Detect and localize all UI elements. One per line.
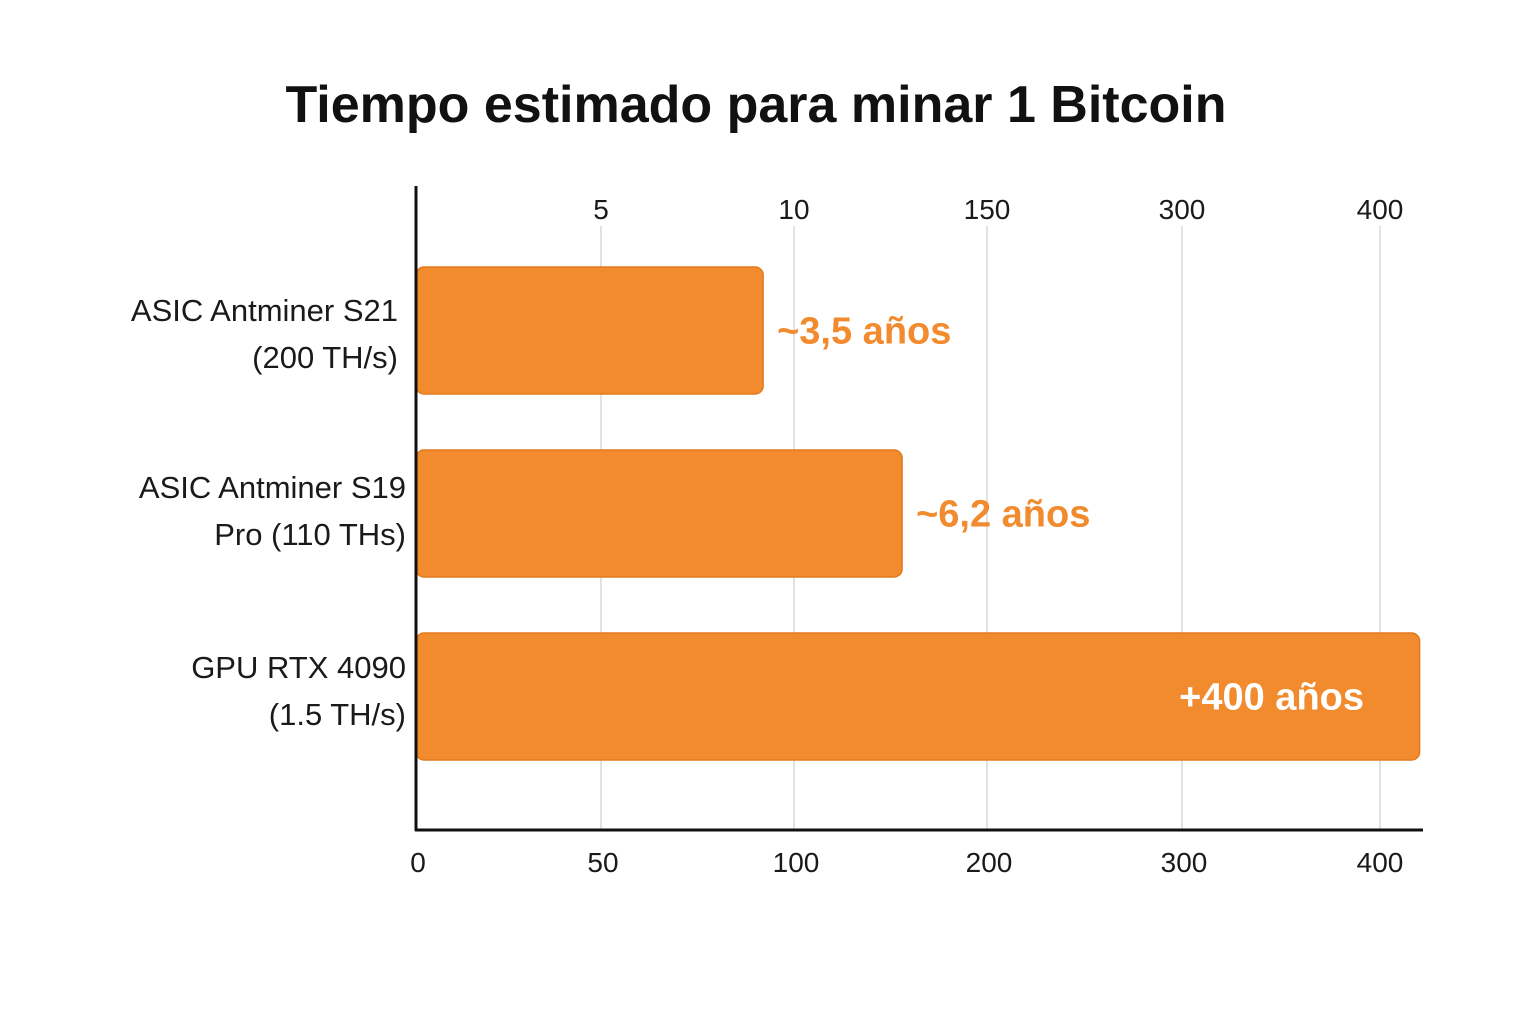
- x-tick-label-bottom-5: 400: [1357, 847, 1404, 878]
- x-tick-label-top-0: 5: [593, 194, 609, 225]
- x-tick-label-top-2: 150: [964, 194, 1011, 225]
- data-label-1: ~6,2 años: [916, 494, 1090, 536]
- bar-1: [415, 449, 903, 578]
- bars: [415, 266, 1421, 761]
- category-label-2-line-1: (1.5 TH/s): [269, 697, 406, 732]
- x-tick-label-bottom-1: 50: [587, 847, 618, 878]
- category-label-1-line-0: ASIC Antminer S19: [139, 470, 406, 505]
- x-tick-label-bottom-3: 200: [966, 847, 1013, 878]
- x-tick-label-top-3: 300: [1159, 194, 1206, 225]
- x-tick-label-top-1: 10: [778, 194, 809, 225]
- category-label-2-line-0: GPU RTX 4090: [191, 650, 406, 685]
- category-label-1-line-1: Pro (110 THs): [214, 517, 406, 552]
- category-label-0-line-1: (200 TH/s): [252, 340, 398, 375]
- labels: 0 50 100 200 300 400 5 10 150 300 400 ASIC Antminer…: [131, 194, 1403, 878]
- axes: [414, 186, 1423, 832]
- x-tick-label-top-4: 400: [1357, 194, 1404, 225]
- bar-0: [415, 266, 764, 395]
- data-label-2: +400 años: [1179, 677, 1364, 719]
- data-label-0: ~3,5 años: [777, 311, 951, 353]
- category-label-0-line-0: ASIC Antminer S21: [131, 293, 398, 328]
- x-tick-label-bottom-0: 0: [410, 847, 426, 878]
- x-tick-label-bottom-2: 100: [773, 847, 820, 878]
- chart-title: Tiempo estimado para minar 1 Bitcoin: [285, 76, 1226, 134]
- x-tick-label-bottom-4: 300: [1161, 847, 1208, 878]
